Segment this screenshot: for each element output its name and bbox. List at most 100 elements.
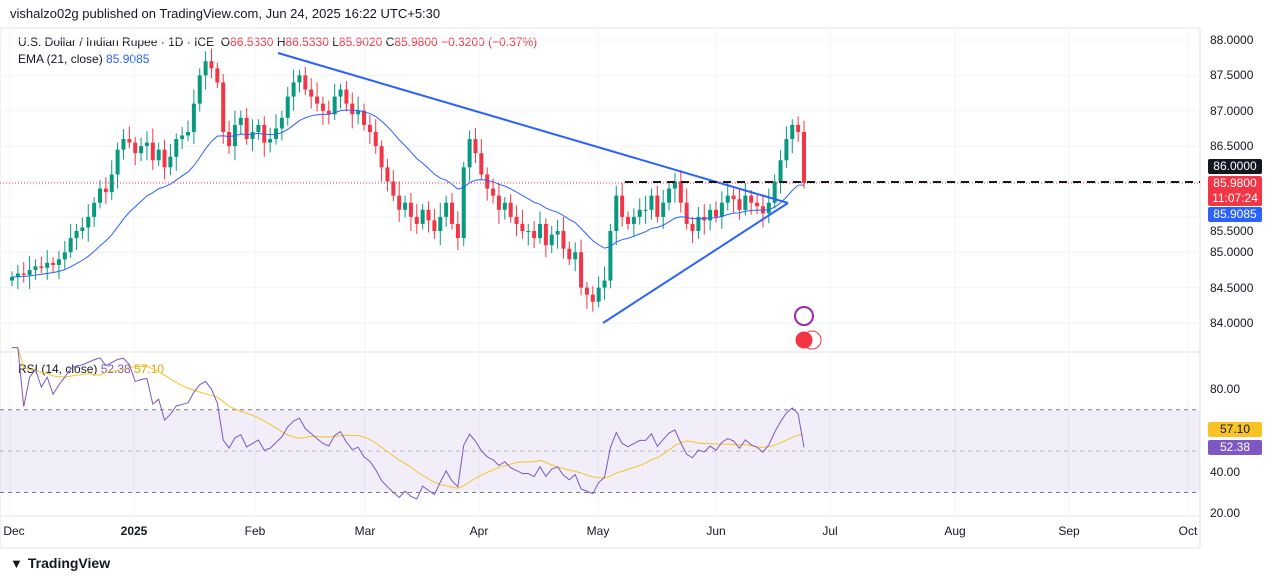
candle	[743, 195, 748, 210]
candle	[356, 110, 361, 115]
candle	[320, 103, 325, 111]
brand-name: TradingView	[27, 555, 111, 571]
candle	[461, 167, 466, 239]
candle	[98, 188, 102, 203]
candle	[549, 234, 554, 246]
candle	[684, 202, 689, 224]
candle	[121, 139, 126, 150]
candle	[209, 61, 214, 69]
candle	[420, 209, 425, 224]
candle	[127, 139, 132, 143]
candle	[27, 269, 32, 275]
candle	[285, 96, 290, 118]
candle	[92, 202, 97, 217]
candle	[39, 266, 44, 268]
candle	[749, 195, 754, 203]
candle	[227, 131, 232, 147]
rsi-tick-label: 40.00	[1210, 464, 1241, 479]
ema-label: EMA (21, close)	[18, 52, 103, 66]
candle	[33, 266, 38, 270]
candle	[291, 82, 296, 97]
candle	[608, 231, 613, 281]
candle	[444, 202, 449, 217]
price-tick-label: 85.0000	[1210, 245, 1254, 260]
candle	[391, 181, 396, 196]
candle	[279, 117, 284, 129]
candle	[555, 231, 560, 235]
candle	[403, 202, 408, 210]
price-tick-label: 85.5000	[1210, 224, 1254, 238]
candle	[150, 142, 155, 161]
x-tick-label: Dec	[3, 524, 25, 538]
candle	[455, 223, 460, 239]
candle	[45, 262, 50, 268]
candle	[62, 252, 67, 260]
candle	[144, 142, 149, 147]
low-value: 85.9020	[338, 35, 383, 49]
candle	[620, 195, 625, 217]
candle	[467, 139, 472, 168]
candle	[174, 139, 179, 157]
level-tag: 86.0000	[1208, 159, 1262, 174]
ema-value: 85.9085	[106, 52, 150, 66]
candle	[602, 280, 607, 288]
x-tick-label: Sep	[1058, 524, 1080, 538]
candle	[268, 139, 273, 143]
rsi-ma-value: 57.10	[134, 362, 165, 376]
rsi-value: 52.38	[100, 362, 131, 376]
candle	[649, 195, 654, 210]
candle	[450, 202, 454, 224]
candle	[215, 68, 220, 83]
candle	[778, 160, 783, 182]
candle	[432, 220, 437, 232]
candle	[491, 188, 496, 196]
candle	[614, 195, 619, 232]
candle	[238, 117, 243, 125]
candle	[731, 195, 736, 200]
candle	[326, 110, 331, 115]
candle	[661, 202, 666, 217]
candle	[221, 82, 226, 132]
candle	[309, 89, 314, 97]
candle	[766, 202, 771, 214]
event-stack-icon	[802, 330, 822, 350]
candle	[162, 149, 167, 168]
candle	[579, 252, 584, 288]
rsi-legend[interactable]: RSI (14, close) 52.38 57.10	[18, 362, 164, 376]
candle	[408, 202, 413, 217]
candle	[532, 231, 537, 239]
candle	[397, 195, 402, 210]
price-tick-label: 84.5000	[1210, 280, 1254, 295]
tradingview-logo[interactable]: ▼ TradingView	[10, 555, 110, 571]
x-tick-label: Apr	[469, 524, 489, 538]
candle	[631, 216, 636, 224]
change-value: −0.3200 (−0.37%)	[441, 35, 538, 49]
candle	[667, 188, 672, 203]
candle	[244, 117, 249, 140]
candle	[156, 149, 161, 161]
candle	[802, 131, 806, 183]
candle	[508, 202, 513, 217]
symbol-legend: U.S. Dollar / Indian Rupee · 1D · ICE O8…	[18, 35, 537, 49]
close-value: 85.9800	[394, 35, 438, 49]
descending-trendline	[277, 52, 789, 204]
publisher-line: vishalzo02g published on TradingView.com…	[10, 6, 441, 21]
rsi-tick-label: 80.00	[1210, 382, 1241, 396]
rsi-tag: 52.38	[1208, 440, 1262, 455]
candle	[373, 131, 378, 147]
candle	[250, 131, 255, 140]
candle	[714, 209, 718, 217]
candle	[56, 259, 61, 265]
price-tick-label: 84.0000	[1210, 316, 1254, 330]
x-tick-label: Oct	[1178, 524, 1198, 538]
x-tick-label: Jun	[706, 524, 726, 538]
symbol-name[interactable]: U.S. Dollar / Indian Rupee · 1D · ICE	[18, 35, 215, 49]
ema-legend[interactable]: EMA (21, close) 85.9085	[18, 52, 149, 66]
candle	[719, 202, 724, 217]
candle	[80, 227, 85, 232]
high-value: 86.5330	[285, 35, 329, 49]
candle	[514, 216, 519, 224]
candle	[796, 124, 801, 132]
high-label: H	[276, 35, 286, 49]
